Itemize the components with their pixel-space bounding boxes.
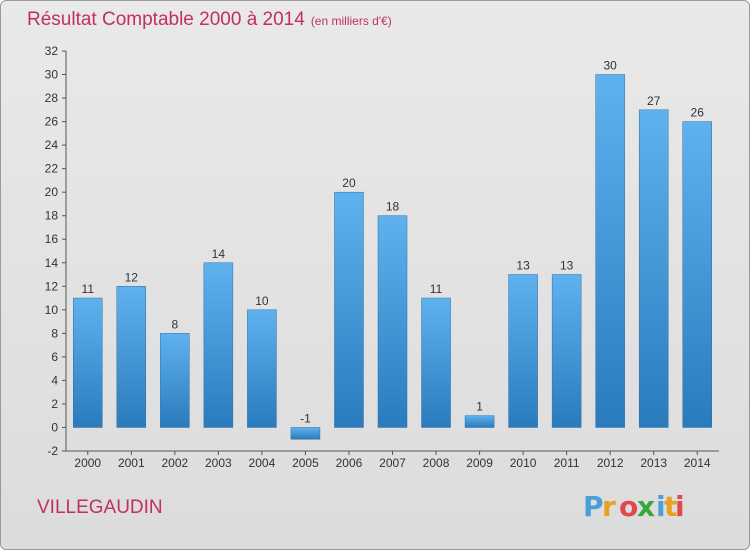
x-tick-label: 2012	[597, 456, 624, 470]
y-tick-label: 20	[45, 185, 59, 199]
bar	[247, 309, 277, 428]
logo-letter-2: r	[602, 490, 616, 523]
x-tick-label: 2009	[466, 456, 493, 470]
bar-value-label: 8	[171, 317, 178, 331]
bar	[377, 215, 408, 428]
logo-letter-4: x	[637, 490, 655, 523]
x-tick-label: 2006	[336, 456, 363, 470]
y-tick-label: 12	[45, 279, 59, 293]
bar-value-label: 1	[476, 400, 483, 414]
bar	[551, 274, 582, 428]
bar-value-label: 13	[516, 259, 530, 273]
y-tick-label: 2	[51, 397, 58, 411]
bar-value-label: 14	[212, 247, 226, 261]
bar-value-label: 10	[255, 294, 269, 308]
bar-value-label: 30	[603, 59, 617, 73]
y-tick-label: 30	[45, 68, 59, 82]
bar	[595, 74, 625, 428]
bar	[508, 274, 538, 428]
y-tick-label: 16	[45, 232, 59, 246]
y-tick-label: 24	[45, 138, 59, 152]
y-tick-label: 18	[45, 209, 59, 223]
y-tick-label: 32	[45, 44, 59, 58]
x-tick-label: 2001	[118, 456, 145, 470]
x-tick-label: 2000	[74, 456, 101, 470]
x-tick-label: 2013	[640, 456, 667, 470]
bar-value-label: 27	[647, 94, 661, 108]
bar-value-label: 18	[386, 200, 400, 214]
bar	[203, 262, 234, 428]
y-tick-label: 0	[51, 420, 58, 434]
y-tick-label: 14	[45, 256, 59, 270]
bar	[421, 297, 451, 428]
logo-letter-1: P	[583, 490, 604, 523]
x-tick-label: 2011	[554, 456, 580, 470]
y-tick-label: 22	[45, 162, 59, 176]
location-name: VILLEGAUDIN	[37, 497, 163, 518]
x-tick-label: 2010	[510, 456, 537, 470]
chart-title-main: Résultat Comptable 2000 à 2014	[27, 9, 305, 30]
x-tick-label: 2014	[684, 456, 711, 470]
bar	[464, 415, 495, 428]
bar-value-label: 20	[342, 176, 356, 190]
bar	[116, 286, 147, 428]
x-tick-label: 2007	[379, 456, 406, 470]
bar	[682, 121, 712, 428]
x-tick-label: 2008	[423, 456, 450, 470]
y-tick-label: -2	[47, 444, 58, 458]
chart-title-unit: (en milliers d'€)	[310, 14, 392, 28]
y-tick-label: 26	[45, 115, 59, 129]
logo-letter-7: i	[675, 490, 685, 523]
bar	[160, 333, 190, 428]
y-tick-label: 4	[51, 373, 58, 387]
bar	[334, 191, 364, 428]
bar-value-label: 11	[82, 282, 95, 296]
y-tick-label: 8	[51, 326, 58, 340]
bar	[73, 297, 103, 428]
x-tick-label: 2005	[292, 456, 319, 470]
bar	[290, 427, 321, 440]
logo-letter-6: t	[664, 490, 677, 523]
logo-letter-3: o	[619, 490, 638, 523]
y-tick-label: 28	[45, 91, 59, 105]
x-tick-label: 2003	[205, 456, 232, 470]
chart-title: Résultat Comptable 2000 à 2014 (en millie…	[27, 9, 392, 31]
x-tick-label: 2004	[249, 456, 276, 470]
bar-value-label: 13	[560, 259, 574, 273]
logo-letter-5: i	[656, 490, 666, 523]
bar-value-label: 26	[691, 106, 705, 120]
proxiti-logo: P r o x i t i	[583, 490, 685, 523]
y-tick-label: 6	[51, 350, 58, 364]
bar-value-label: 11	[430, 282, 443, 296]
bar-value-label: 12	[125, 270, 139, 284]
bar-value-label: -1	[300, 411, 311, 425]
y-tick-label: 10	[45, 303, 59, 317]
x-tick-label: 2002	[161, 456, 188, 470]
chart-bars	[73, 74, 712, 440]
bar	[638, 109, 669, 428]
